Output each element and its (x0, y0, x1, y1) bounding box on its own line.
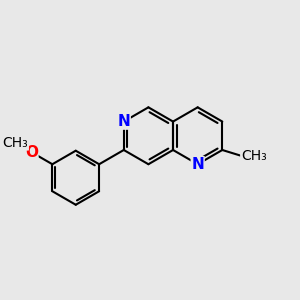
Text: O: O (25, 145, 38, 160)
Text: CH₃: CH₃ (2, 136, 28, 150)
Text: CH₃: CH₃ (241, 149, 266, 163)
Text: N: N (117, 114, 130, 129)
Text: N: N (191, 157, 204, 172)
